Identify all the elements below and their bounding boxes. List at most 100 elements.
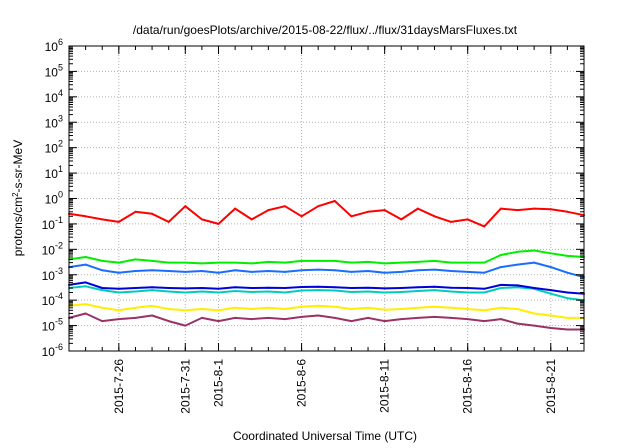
data-point (200, 308, 203, 310)
y-tick-label: 106 (45, 37, 63, 54)
data-point (549, 292, 552, 295)
data-point (400, 308, 403, 310)
data-point (383, 308, 386, 311)
y-tick-exponent: -1 (55, 215, 63, 225)
data-point (516, 322, 519, 325)
y-tick-label: 10-4 (42, 291, 63, 308)
data-point (267, 286, 270, 289)
data-point (533, 261, 536, 264)
data-point (317, 289, 320, 292)
data-point (566, 291, 569, 294)
y-tick-exponent: -5 (55, 317, 63, 327)
data-point (367, 306, 369, 309)
data-point (151, 259, 154, 262)
y-tick-base: 10 (42, 269, 56, 283)
data-point (400, 287, 403, 289)
data-point (499, 306, 502, 309)
data-point (499, 283, 502, 286)
y-tick-exponent: -3 (55, 266, 63, 276)
y-tick-base: 10 (42, 345, 56, 359)
data-point (383, 209, 386, 212)
data-point (167, 287, 170, 289)
data-point (84, 215, 87, 218)
data-point (151, 212, 154, 215)
data-point (117, 220, 120, 223)
data-point (383, 262, 386, 265)
data-point (284, 318, 286, 321)
data-point (483, 225, 486, 228)
data-point (566, 316, 569, 319)
data-point (184, 205, 187, 208)
data-point (433, 305, 436, 308)
data-point (250, 270, 253, 273)
y-tick-exponent: 3 (58, 113, 63, 123)
data-point (84, 281, 87, 284)
data-point (383, 287, 386, 290)
data-point (217, 320, 220, 323)
data-point (200, 316, 203, 319)
data-point (151, 269, 154, 272)
data-point (300, 215, 303, 218)
data-point (134, 306, 137, 309)
data-point (533, 312, 536, 315)
data-point (350, 308, 353, 310)
data-point (134, 258, 137, 261)
data-point (101, 259, 104, 262)
x-tick-label: 2015-8-16 (461, 359, 475, 414)
data-point (450, 270, 453, 272)
y-tick-exponent: 5 (58, 62, 63, 72)
data-point (217, 309, 220, 312)
data-point (450, 290, 453, 293)
data-point (450, 261, 453, 264)
data-point (84, 312, 87, 315)
data-point (416, 260, 419, 263)
data-point (234, 261, 237, 264)
data-point (433, 285, 436, 288)
data-point (317, 259, 320, 262)
data-point (549, 314, 552, 317)
data-point (566, 328, 569, 331)
data-point (234, 316, 237, 319)
y-tick-label: 10-2 (42, 240, 63, 257)
data-point (284, 205, 286, 208)
data-point (184, 309, 187, 312)
data-point (134, 210, 137, 213)
data-point (466, 218, 469, 221)
data-point (549, 252, 552, 255)
data-point (101, 306, 104, 309)
data-point (533, 324, 536, 327)
data-point (151, 289, 154, 292)
data-point (184, 287, 187, 290)
data-point (516, 209, 519, 212)
data-point (549, 266, 552, 269)
x-tick-label: 2015-8-6 (295, 359, 309, 407)
data-point (533, 249, 536, 252)
data-point (234, 207, 237, 210)
series-line-4 (68, 281, 585, 295)
data-point (400, 261, 403, 264)
data-point (416, 316, 419, 319)
x-tick-label: 2015-7-26 (112, 359, 126, 414)
y-tick-exponent: 6 (58, 37, 63, 47)
data-point (400, 218, 403, 221)
data-point (333, 259, 336, 262)
data-point (433, 215, 436, 218)
data-point (101, 269, 104, 272)
data-point (167, 270, 170, 272)
y-tick-label: 10-3 (42, 266, 63, 283)
data-point (350, 261, 353, 264)
data-point (433, 289, 436, 292)
data-point (250, 318, 253, 321)
data-point (84, 285, 87, 288)
data-point (167, 320, 170, 323)
data-point (300, 259, 303, 262)
data-point (333, 316, 336, 319)
data-point (134, 316, 137, 319)
data-point (416, 286, 419, 289)
y-tick-label: 104 (45, 88, 63, 105)
data-point (300, 286, 303, 288)
y-tick-base: 10 (45, 65, 59, 79)
series-line-3 (68, 285, 585, 302)
data-point (184, 324, 187, 327)
